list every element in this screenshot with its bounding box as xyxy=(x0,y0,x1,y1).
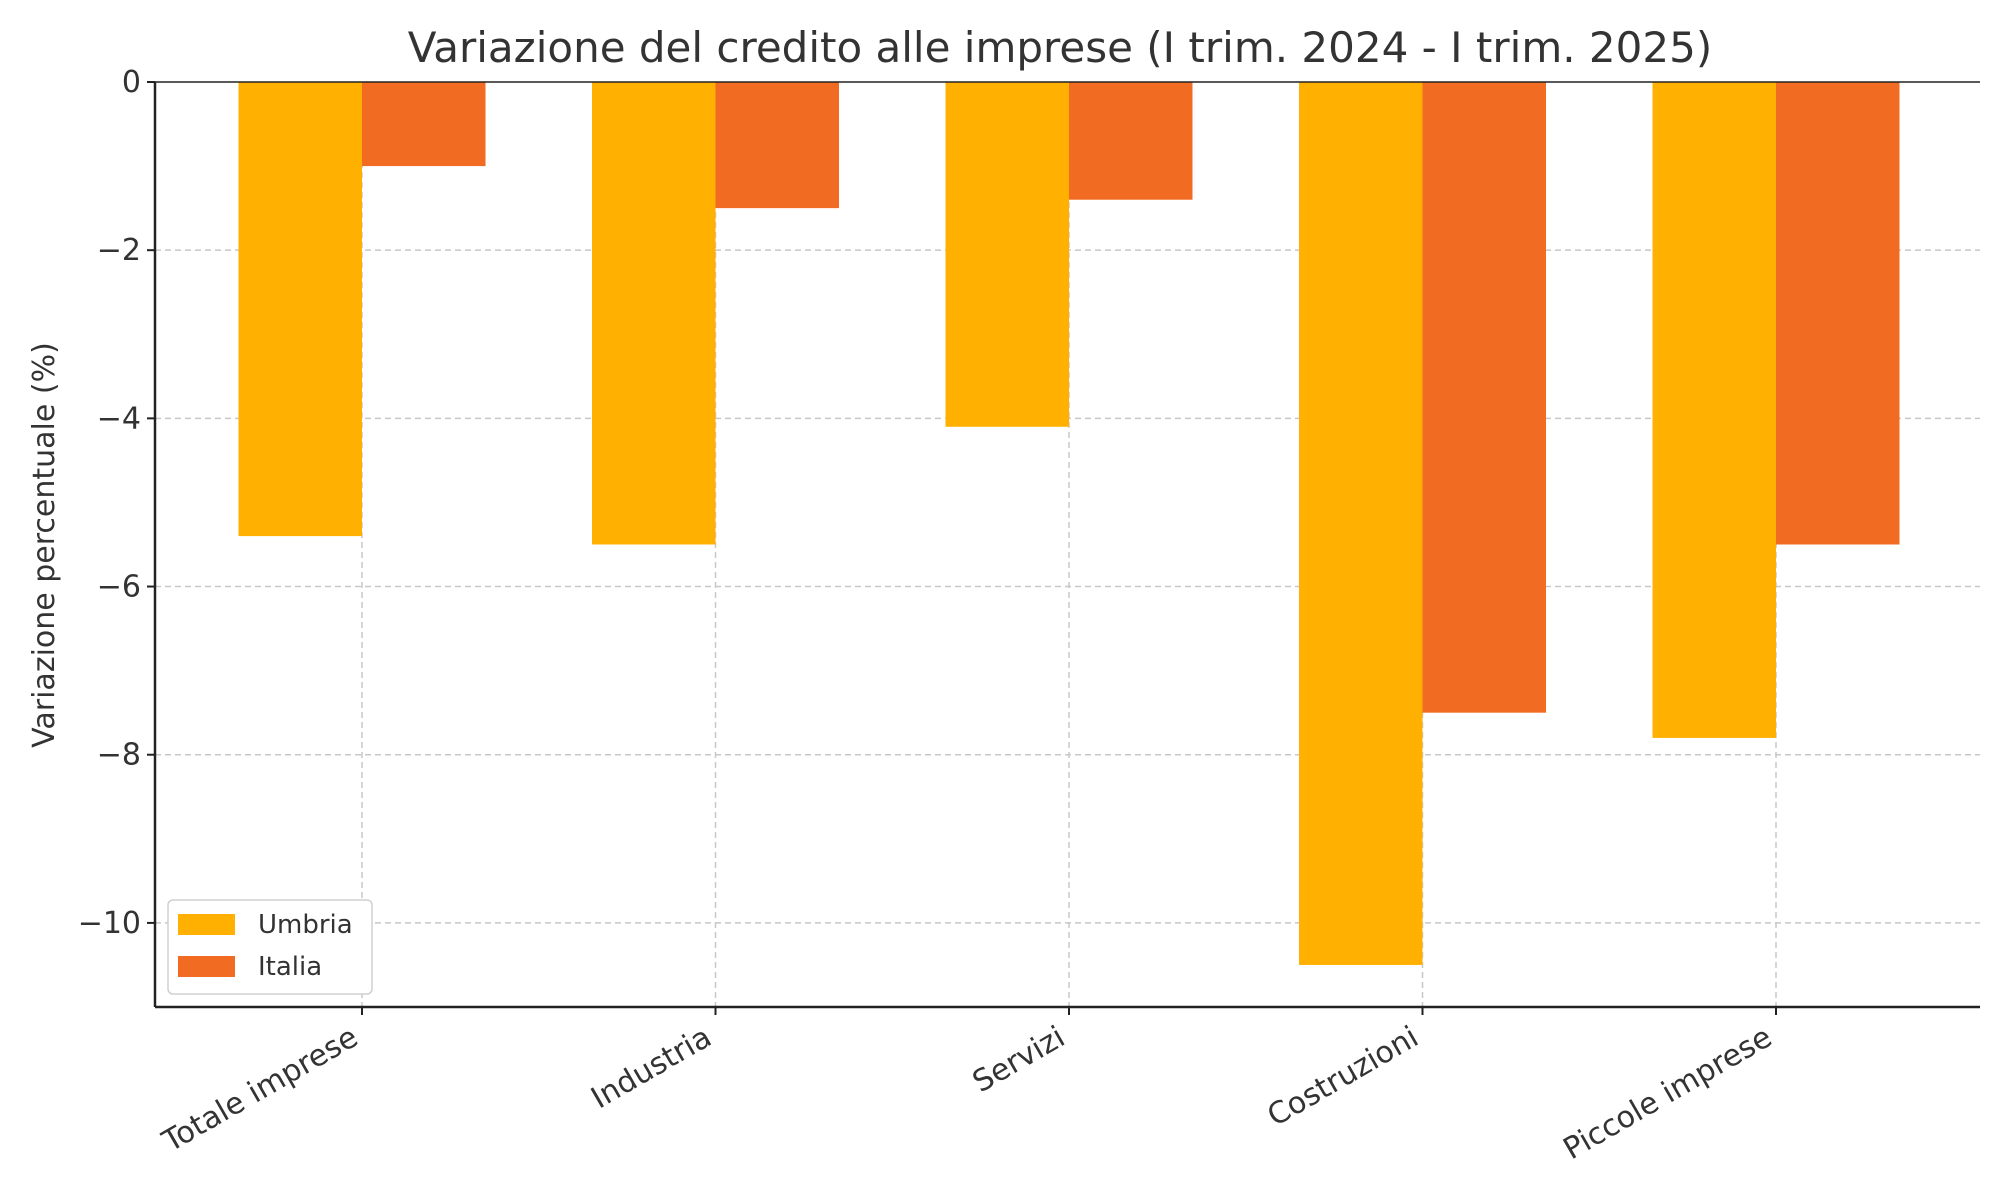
bar-italia-4 xyxy=(1776,82,1900,545)
bar-umbria-1 xyxy=(592,82,716,545)
y-tick-label: −4 xyxy=(97,401,141,436)
bar-umbria-4 xyxy=(1652,82,1776,738)
legend-label-umbria: Umbria xyxy=(258,910,353,940)
bar-italia-2 xyxy=(1069,82,1193,200)
legend-swatch-umbria xyxy=(178,914,235,935)
x-tick-label: Costruzioni xyxy=(1262,1020,1425,1134)
legend: Umbria Italia xyxy=(167,899,373,995)
bar-umbria-2 xyxy=(945,82,1069,427)
y-tick-label: −8 xyxy=(97,738,141,773)
x-tick-label: Piccole imprese xyxy=(1558,1020,1778,1167)
y-tick-label: −2 xyxy=(97,233,141,268)
y-tick-label: −10 xyxy=(78,906,141,941)
bar-umbria-0 xyxy=(238,82,362,537)
bar-umbria-3 xyxy=(1299,82,1423,965)
bars xyxy=(238,82,1900,965)
bar-italia-1 xyxy=(715,82,839,209)
y-tick-label: −6 xyxy=(97,570,141,605)
bar-italia-0 xyxy=(362,82,486,167)
axes xyxy=(153,81,1980,1009)
y-tick-label: 0 xyxy=(122,65,141,100)
y-axis-label: Variazione percentuale (%) xyxy=(27,342,62,748)
x-tick-label: Totale imprese xyxy=(156,1020,364,1160)
chart-title: Variazione del credito alle imprese (I t… xyxy=(408,23,1712,72)
legend-label-italia: Italia xyxy=(258,952,322,982)
bar-italia-3 xyxy=(1422,82,1546,713)
legend-swatch-italia xyxy=(178,956,235,977)
x-tick-label: Industria xyxy=(585,1020,717,1116)
x-tick-label: Servizi xyxy=(967,1020,1071,1100)
